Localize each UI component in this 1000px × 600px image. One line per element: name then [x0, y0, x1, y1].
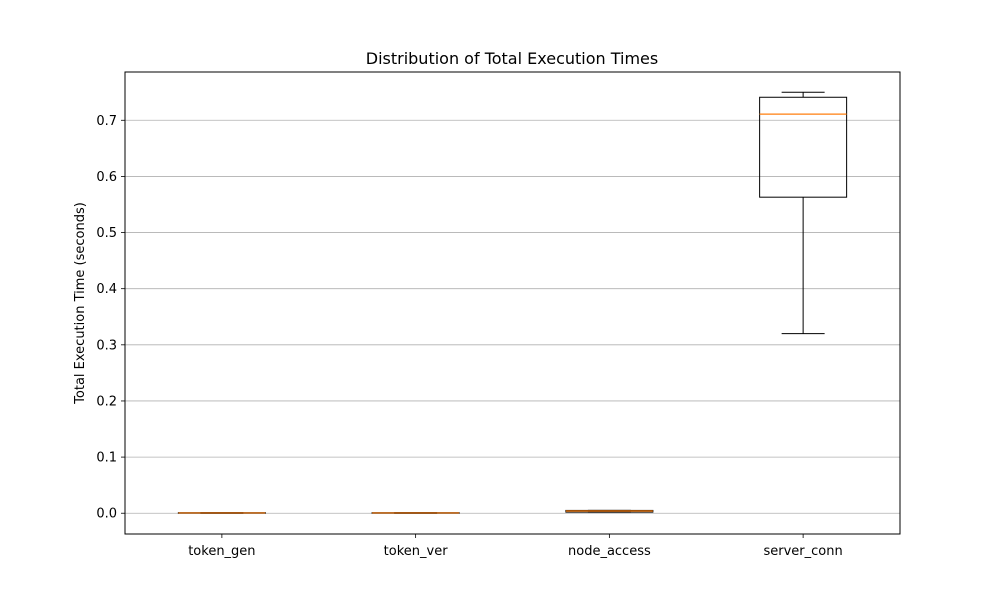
y-axis: 0.0 0.1 0.2 0.3 0.4 0.5 0.6 0.7	[96, 114, 125, 522]
chart-title: Distribution of Total Execution Times	[366, 49, 658, 68]
box-server_conn	[759, 91, 848, 335]
box-series	[177, 91, 848, 514]
x-tick-label: node_access	[568, 544, 651, 559]
y-tick-label: 0.0	[96, 507, 117, 522]
y-grid	[125, 119, 900, 514]
y-axis-title: Total Execution Time (seconds)	[73, 202, 88, 405]
y-tick-label: 0.2	[96, 394, 117, 409]
y-tick-label: 0.5	[96, 226, 117, 241]
y-tick-label: 0.3	[96, 338, 117, 353]
box-token_ver	[371, 512, 460, 514]
box-node_access	[565, 509, 654, 513]
x-axis: token_gen token_ver node_access server_conn	[188, 534, 843, 559]
x-tick-label: token_gen	[188, 544, 255, 559]
box-token_gen	[177, 512, 266, 514]
box-iqr	[759, 96, 848, 198]
y-tick-label: 0.6	[96, 170, 117, 185]
x-tick-label: token_ver	[384, 544, 449, 559]
y-tick-label: 0.4	[96, 282, 117, 297]
x-tick-label: server_conn	[764, 544, 843, 559]
y-tick-label: 0.1	[96, 451, 117, 466]
y-tick-label: 0.7	[96, 114, 117, 129]
plot-frame	[124, 71, 901, 535]
